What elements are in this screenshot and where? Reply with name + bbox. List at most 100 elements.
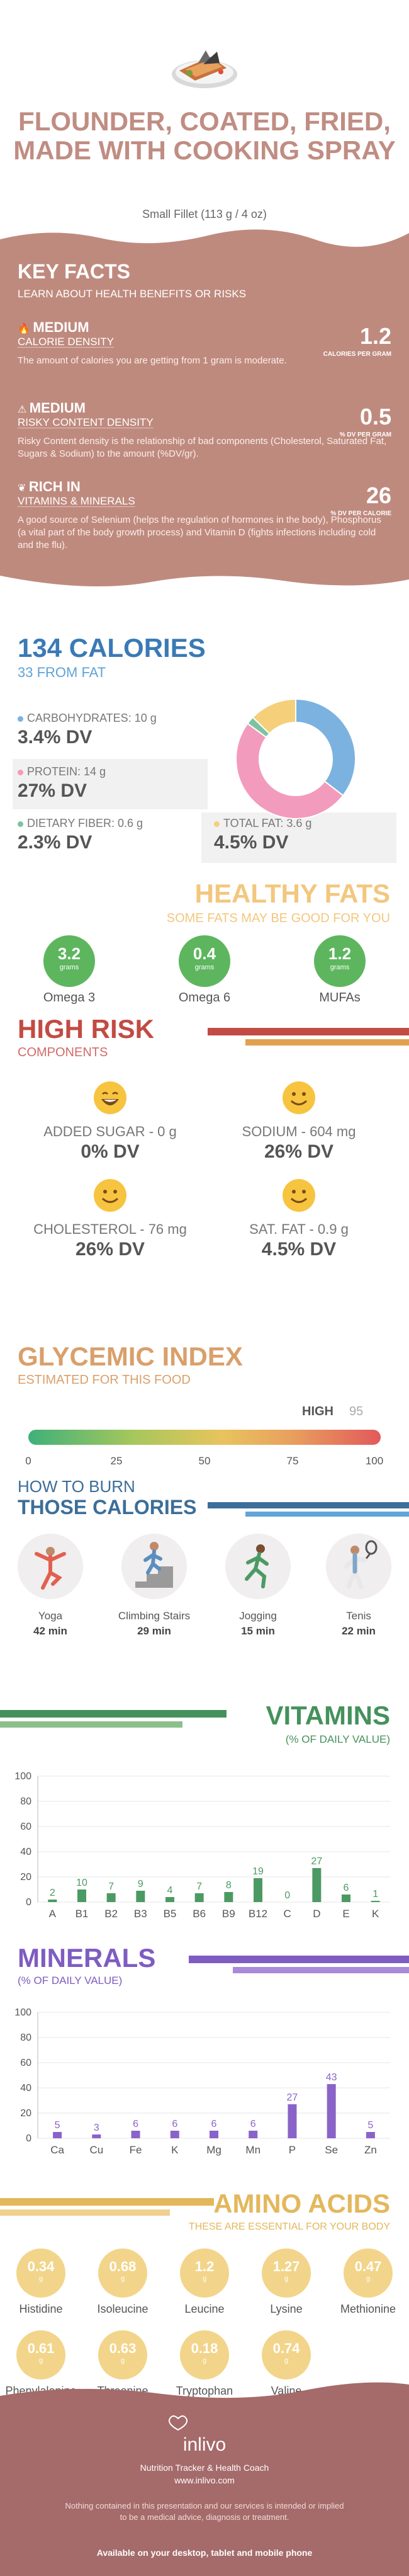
amino-name: Isoleucine <box>97 2303 148 2315</box>
activity-name: Yoga <box>38 1610 63 1622</box>
y-tick-label: 40 <box>20 1847 31 1857</box>
amino-circle: 0.18 g <box>180 2330 229 2379</box>
footer-disclaimer: Nothing contained in this presentation a… <box>65 2501 344 2522</box>
fat-value: 3.2 <box>57 944 81 963</box>
y-tick-label: 60 <box>20 2058 31 2068</box>
key-fact-unit: CALORIES PER GRAM <box>323 351 391 358</box>
amino-isoleucine: 0.68 g Isoleucine <box>85 2248 160 2316</box>
amino-unit: g <box>120 2357 125 2364</box>
mineral-value-label: 6 <box>133 2119 138 2129</box>
risk-cholesterol: CHOLESTEROL - 76 mg 26% DV <box>16 1178 204 1260</box>
key-fact-badge: MEDIUM <box>29 400 86 416</box>
glycemic-gradient-bar <box>28 1430 381 1445</box>
vitamin-category-label: A <box>49 1908 57 1920</box>
amino-unit: g <box>284 2357 289 2364</box>
vitamin-category-label: E <box>342 1908 349 1920</box>
glycemic-tick: 50 <box>198 1455 211 1467</box>
vitamin-bar-b3 <box>136 1891 145 1902</box>
page-title: FLOUNDER, COATED, FRIED, MADE WITH COOKI… <box>13 106 396 165</box>
mineral-category-label: Ca <box>50 2144 64 2156</box>
macro-label: PROTEIN: 14 g <box>27 765 106 778</box>
vitamin-category-label: K <box>372 1908 379 1920</box>
vitamin-category-label: B12 <box>249 1908 267 1920</box>
y-tick-label: 20 <box>20 1872 31 1883</box>
amino-histidine: 0.34 g Histidine <box>3 2248 79 2316</box>
risk-stripes <box>208 1028 409 1046</box>
amino-name: Tryptophan <box>176 2385 233 2397</box>
mineral-bar-cu <box>92 2134 101 2138</box>
mineral-category-label: Cu <box>89 2144 103 2156</box>
burn-title-line2: THOSE CALORIES <box>18 1496 197 1519</box>
vitamin-category-label: B6 <box>193 1908 206 1920</box>
protein-dot-icon <box>18 769 23 775</box>
leaf-icon: ❦ <box>18 483 26 494</box>
key-fact-unit: % DV PER CALORIE <box>330 510 391 517</box>
amino-leucine: 1.2 g Leucine <box>167 2248 242 2316</box>
amino-value: 0.74 <box>272 2340 300 2356</box>
fat-value: 1.2 <box>328 944 352 963</box>
vitamin-category-label: B3 <box>134 1908 147 1920</box>
vitamin-category-label: C <box>284 1908 291 1920</box>
fat-circle: 1.2 grams <box>314 935 366 987</box>
amino-circle: 1.2 g <box>180 2248 229 2298</box>
mineral-category-label: Mn <box>245 2144 261 2156</box>
activity-minutes: 15 min <box>241 1625 275 1637</box>
minerals-subtitle: (% OF DAILY VALUE) <box>18 1975 123 1986</box>
glycemic-subtitle: ESTIMATED FOR THIS FOOD <box>18 1373 191 1387</box>
activity-name: Jogging <box>239 1610 277 1622</box>
fat-omega-3: 3.2 grams Omega 3 <box>28 935 110 1005</box>
y-tick-label: 80 <box>20 1796 31 1807</box>
key-fact-label: RISKY CONTENT DENSITY <box>18 416 154 428</box>
glycemic-tick: 100 <box>365 1455 384 1467</box>
wave-divider <box>0 566 409 587</box>
mineral-category-label: P <box>289 2144 296 2156</box>
key-fact-value: 0.5 <box>359 404 391 430</box>
amino-circle: 0.74 g <box>262 2330 311 2379</box>
activity-minutes: 29 min <box>137 1625 171 1637</box>
footer-tagline: Nutrition Tracker & Health Coach <box>140 2463 269 2473</box>
donut-slice-carbohydrates <box>295 698 356 797</box>
mineral-value-label: 6 <box>250 2119 256 2129</box>
vitamins-subtitle: (% OF DAILY VALUE) <box>285 1733 390 1745</box>
stairs-icon <box>121 1534 187 1599</box>
amino-name: Lysine <box>270 2303 303 2315</box>
macro-label: CARBOHYDRATES: 10 g <box>27 712 157 724</box>
y-tick-label: 100 <box>14 2007 31 2018</box>
mineral-bar-k <box>170 2131 179 2138</box>
glycemic-tick: 75 <box>286 1455 299 1467</box>
vitamin-bar-b5 <box>165 1897 174 1902</box>
y-tick-label: 40 <box>20 2083 31 2094</box>
mineral-bar-se <box>327 2084 336 2138</box>
calories-section: 134 CALORIES 33 FROM FAT CARBOHYDRATES: … <box>0 633 409 898</box>
mineral-bar-p <box>288 2104 297 2138</box>
serving-size: Small Fillet (113 g / 4 oz) <box>142 208 267 220</box>
key-fact-description: The amount of calories you are getting f… <box>18 355 287 366</box>
amino-value: 0.68 <box>109 2259 137 2274</box>
activity-jogging: Jogging 15 min <box>217 1534 299 1638</box>
fat-dot-icon <box>214 821 220 827</box>
laughing-face-icon <box>94 1081 126 1114</box>
amino-unit: g <box>366 2275 371 2282</box>
macro-dv: 2.3% DV <box>18 832 92 853</box>
tennis-icon <box>326 1534 391 1599</box>
key-fact-description: Risky Content density is the relationshi… <box>18 436 387 459</box>
vitamin-value-label: 27 <box>311 1856 322 1867</box>
vitamin-bar-k <box>371 1901 380 1902</box>
amino-circle: 0.47 g <box>344 2248 393 2298</box>
activity-minutes: 42 min <box>33 1625 67 1637</box>
macro-label: DIETARY FIBER: 0.6 g <box>27 817 143 829</box>
vitamin-value-label: 7 <box>196 1881 202 1892</box>
footer-url[interactable]: www.inlivo.com <box>174 2475 235 2485</box>
glycemic-level: HIGH <box>302 1405 333 1418</box>
vitamin-value-label: 6 <box>344 1883 349 1893</box>
amino-unit: g <box>38 2357 43 2364</box>
smiling-face-icon <box>283 1081 315 1114</box>
healthy-fats-title: HEALTHY FATS <box>194 879 390 908</box>
amino-unit: g <box>38 2275 43 2282</box>
amino-name: Methionine <box>340 2303 396 2315</box>
vitamin-value-label: 0 <box>284 1890 290 1901</box>
mineral-bar-mg <box>210 2131 218 2138</box>
highlight-band <box>13 759 208 809</box>
amino-methionine: 0.47 g Methionine <box>330 2248 406 2316</box>
fat-circle: 3.2 grams <box>43 935 95 987</box>
